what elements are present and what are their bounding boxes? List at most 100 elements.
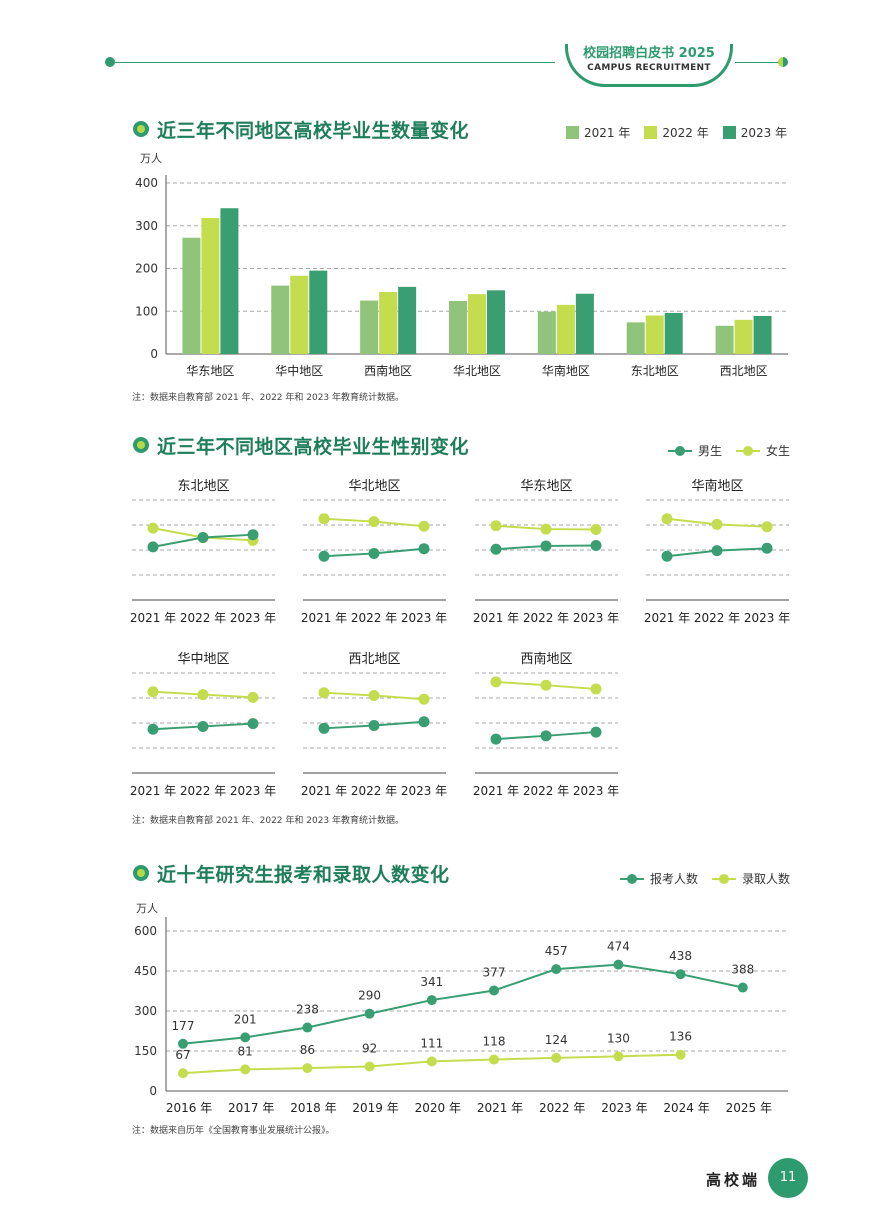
gender-point-female <box>761 521 773 533</box>
gender-point-male <box>711 545 723 557</box>
legend-line-male <box>668 445 692 456</box>
gender-year-label: 2022 年 <box>523 611 569 625</box>
section3-legend: 报考人数 录取人数 <box>620 870 790 887</box>
grad-data-label-apply: 474 <box>607 940 630 954</box>
gender-point-female <box>590 683 602 695</box>
grad-point-apply <box>178 1038 188 1049</box>
section2-title: 近三年不同地区高校毕业生性别变化 <box>157 436 470 458</box>
section2-note: 注：数据来自教育部 2021 年、2022 年和 2023 年教育统计数据。 <box>132 816 405 826</box>
gender-point-male <box>418 716 430 728</box>
grad-x-label: 2019 年 <box>352 1101 398 1115</box>
grad-data-label-admit: 130 <box>607 1031 630 1045</box>
gender-chart-title: 华南地区 <box>691 478 743 494</box>
legend-label-male: 男生 <box>698 444 723 458</box>
bar-ytick-label: 0 <box>150 347 158 361</box>
page-number: 11 <box>768 1158 808 1198</box>
gender-point-male <box>490 733 502 745</box>
header-line-left <box>115 62 555 63</box>
bar <box>645 315 664 354</box>
section3-icon <box>133 865 149 881</box>
grad-data-label-admit: 92 <box>362 1041 377 1055</box>
gender-point-female <box>368 516 380 528</box>
bar <box>398 286 417 354</box>
gender-year-label: 2022 年 <box>180 611 226 625</box>
gender-point-male <box>147 723 159 735</box>
gender-point-male <box>147 541 159 553</box>
grad-data-label-admit: 67 <box>175 1048 190 1062</box>
gender-chart-title: 华东地区 <box>520 479 572 494</box>
grad-data-label-apply: 177 <box>172 1019 195 1033</box>
gender-point-female <box>318 513 330 525</box>
gender-year-label: 2022 年 <box>351 611 397 625</box>
grad-data-label-apply: 457 <box>545 944 568 958</box>
grad-data-label-admit: 124 <box>545 1033 568 1047</box>
bar <box>537 311 556 354</box>
gender-chart-title: 西北地区 <box>348 652 400 667</box>
gender-year-label: 2022 年 <box>180 784 226 798</box>
gender-point-female <box>661 513 673 525</box>
grad-point-admit <box>613 1051 624 1062</box>
legend-label-2023: 2023 年 <box>740 126 788 140</box>
gender-year-label: 2023 年 <box>744 611 790 625</box>
gender-point-male <box>247 718 259 730</box>
legend-label-apply: 报考人数 <box>650 872 699 886</box>
bar <box>468 294 486 354</box>
gender-year-label: 2023 年 <box>573 784 619 798</box>
section1-legend: 2021 年 2022 年 2023 年 <box>566 124 787 141</box>
gender-point-female <box>490 676 502 688</box>
section1-icon <box>133 121 149 137</box>
bar <box>556 304 575 354</box>
gender-point-male <box>368 547 380 559</box>
grad-data-label-apply: 341 <box>420 975 443 989</box>
gender-point-male <box>590 539 602 551</box>
gender-point-female <box>540 523 552 535</box>
grad-ylabel: 万人 <box>136 902 158 915</box>
gender-year-label: 2021 年 <box>301 611 347 625</box>
bar <box>715 325 734 354</box>
gender-point-male <box>418 543 430 555</box>
bar <box>664 312 683 354</box>
gender-point-male <box>590 726 602 738</box>
legend-swatch-2022 <box>644 126 658 139</box>
grad-x-label: 2017 年 <box>228 1101 274 1115</box>
gender-year-label: 2022 年 <box>523 784 569 798</box>
legend-line-admit <box>712 873 737 884</box>
section2-icon <box>133 437 149 453</box>
legend-label-female: 女生 <box>766 444 791 458</box>
grad-point-apply <box>737 982 748 993</box>
bar <box>449 300 467 354</box>
grad-point-admit <box>240 1064 251 1075</box>
gender-year-label: 2021 年 <box>130 784 176 798</box>
bar-category-label: 东北地区 <box>631 364 679 378</box>
grad-point-admit <box>364 1061 375 1072</box>
grad-point-apply <box>675 969 686 980</box>
gender-point-male <box>490 543 502 555</box>
grad-data-label-apply: 377 <box>483 965 506 979</box>
grad-ytick-label: 0 <box>149 1084 157 1098</box>
grad-x-label: 2023 年 <box>601 1101 647 1115</box>
bar-category-label: 西南地区 <box>364 363 412 378</box>
grad-x-label: 2021 年 <box>477 1101 523 1115</box>
bar-ytick-label: 300 <box>135 219 158 233</box>
grad-data-label-admit: 81 <box>238 1044 253 1058</box>
gender-point-female <box>368 690 380 701</box>
bar-ylabel: 万人 <box>140 152 162 165</box>
grad-point-apply <box>302 1022 313 1033</box>
header-dot-right <box>778 57 788 67</box>
grad-data-label-admit: 111 <box>420 1036 443 1050</box>
gender-year-label: 2021 年 <box>473 784 519 798</box>
section1-title: 近三年不同地区高校毕业生数量变化 <box>157 120 470 142</box>
gender-point-male <box>247 529 259 541</box>
gender-point-female <box>247 691 259 703</box>
gender-chart-title: 华北地区 <box>348 479 400 494</box>
legend-label-2022: 2022 年 <box>662 126 709 140</box>
bar-category-label: 华南地区 <box>542 363 590 378</box>
grad-point-admit <box>675 1049 686 1060</box>
gender-point-male <box>197 532 209 543</box>
legend-swatch-2021 <box>566 126 579 139</box>
gender-point-male <box>197 720 209 732</box>
gender-point-male <box>661 550 673 562</box>
bar <box>379 292 398 354</box>
bar <box>290 275 309 354</box>
gender-point-female <box>590 524 602 536</box>
